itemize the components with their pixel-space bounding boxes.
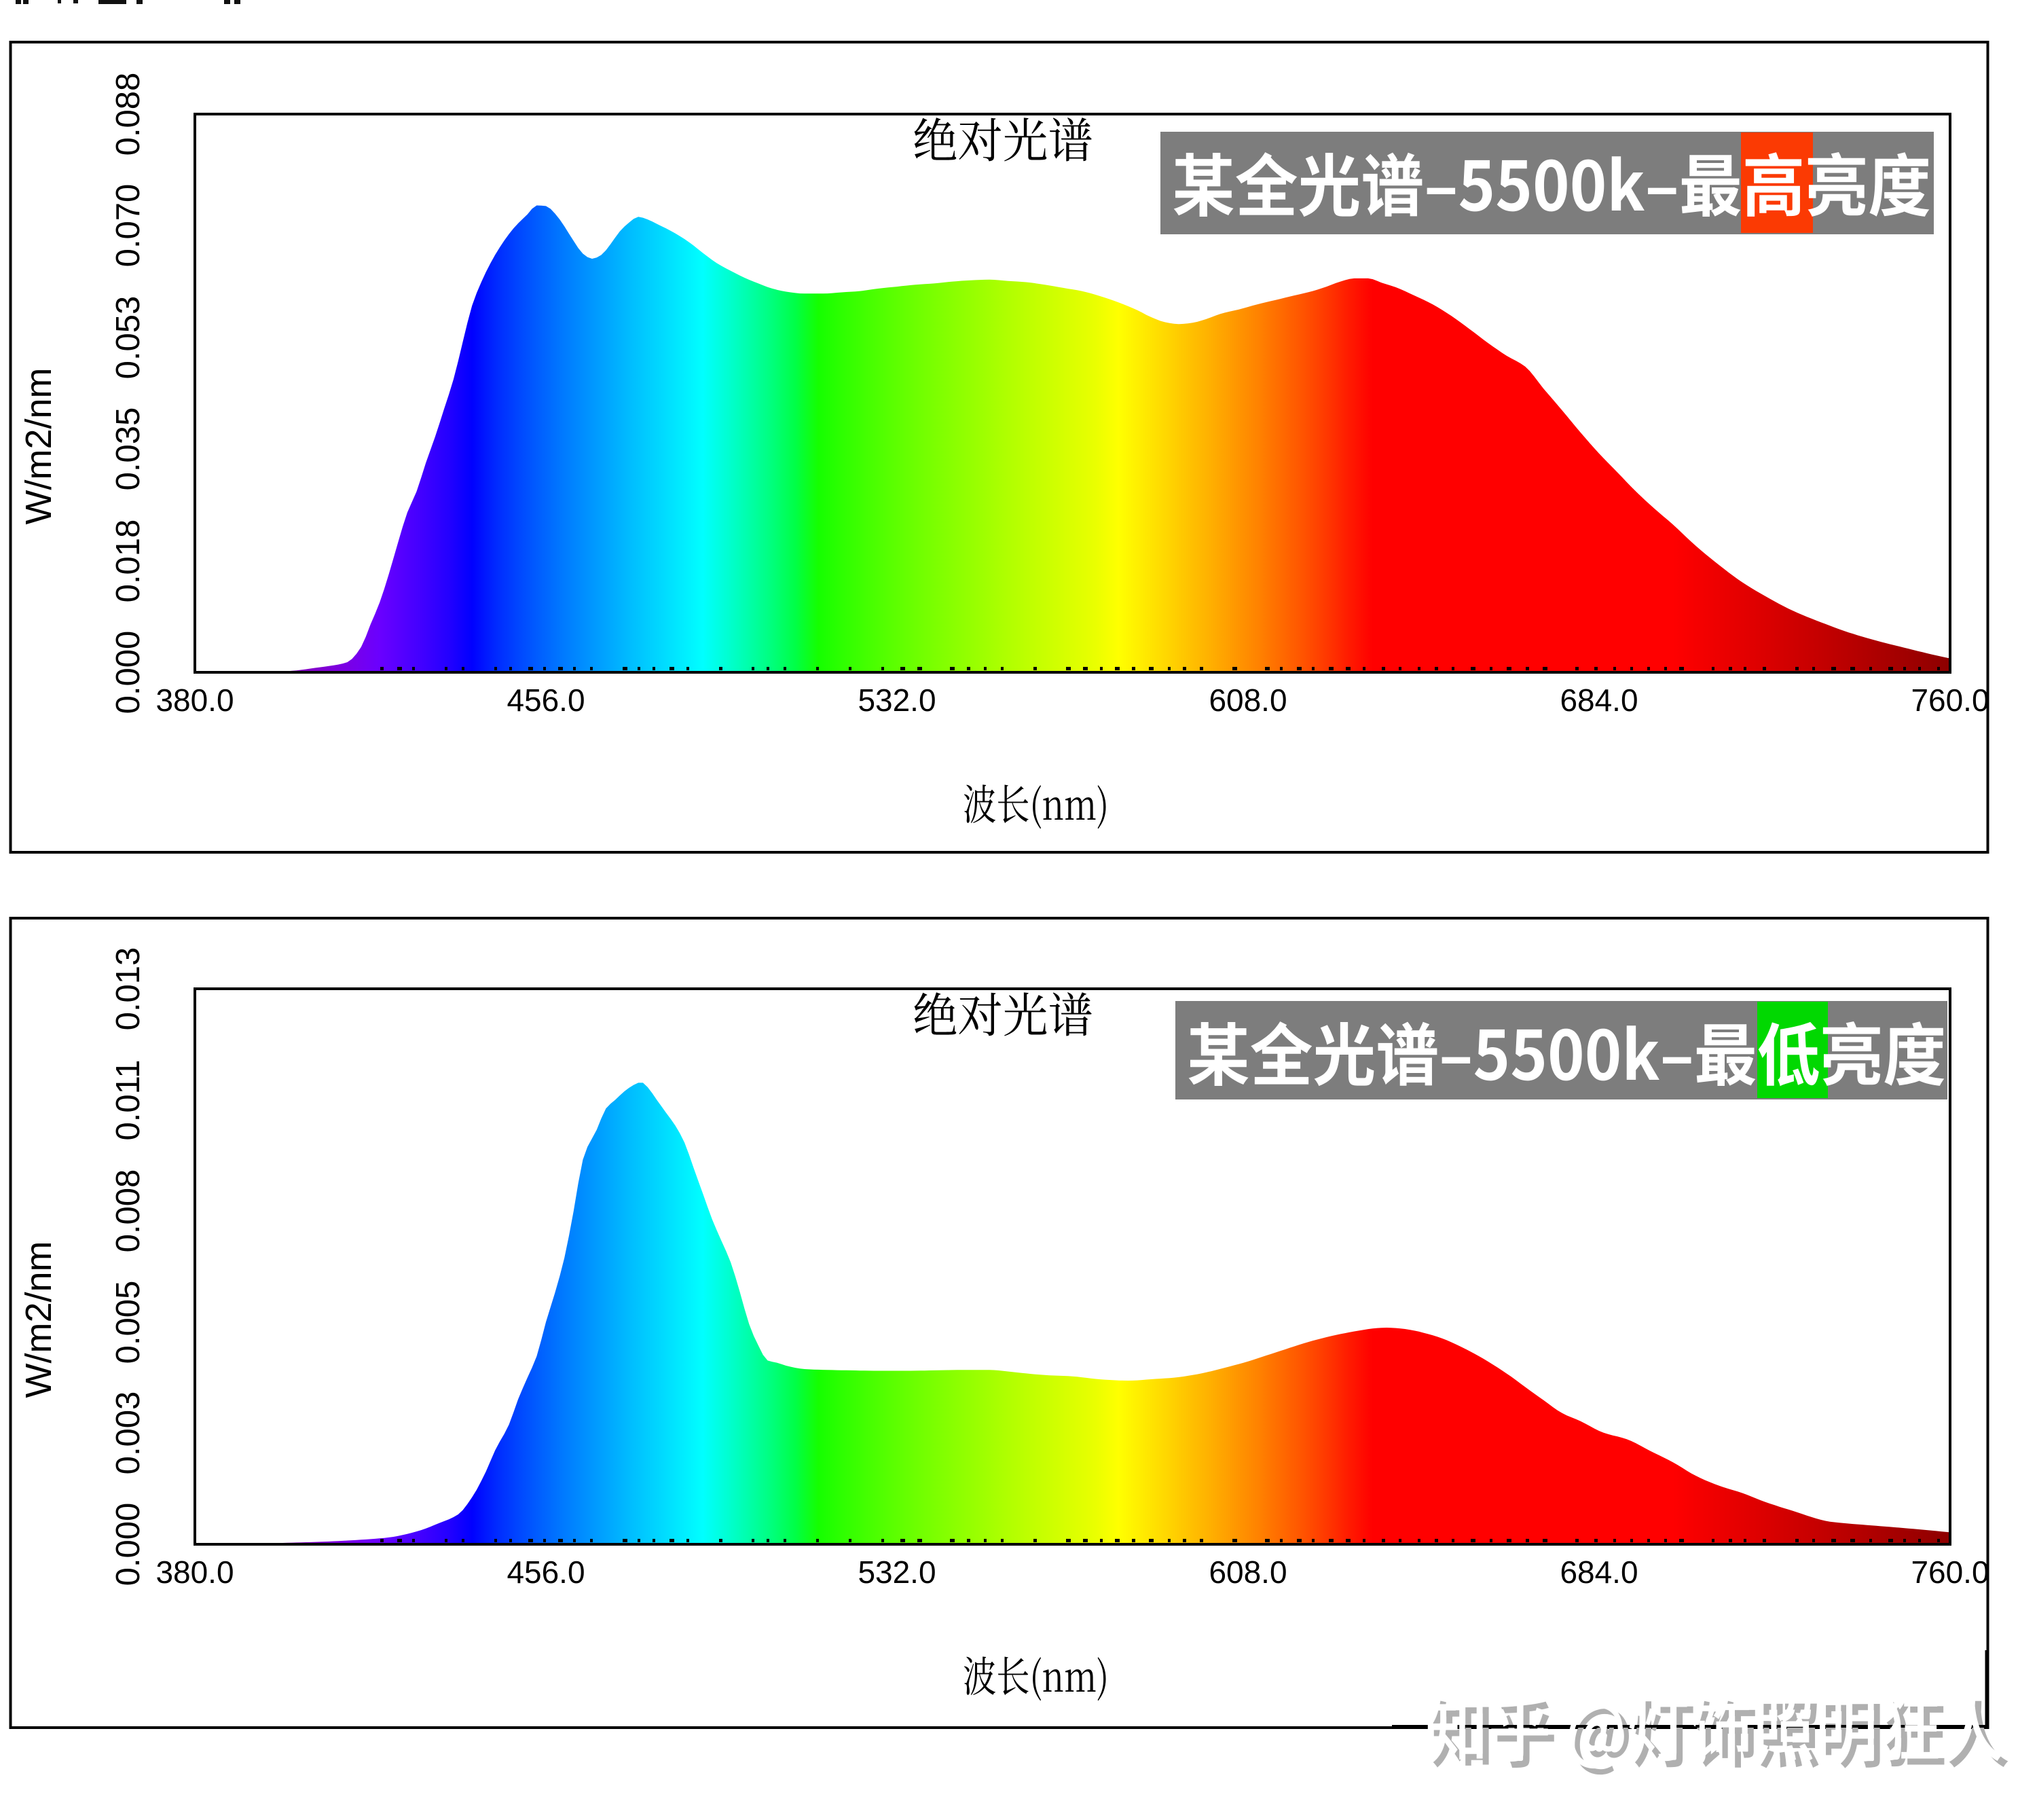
svg-text:0.035: 0.035 bbox=[110, 407, 147, 491]
svg-text:0.003: 0.003 bbox=[110, 1391, 147, 1475]
svg-text:532.0: 532.0 bbox=[858, 682, 936, 718]
svg-text:0.008: 0.008 bbox=[110, 1169, 147, 1253]
svg-text:0.005: 0.005 bbox=[110, 1281, 147, 1364]
svg-text:456.0: 456.0 bbox=[507, 682, 585, 718]
svg-text:0.000: 0.000 bbox=[110, 1503, 147, 1586]
svg-text:0.053: 0.053 bbox=[110, 296, 147, 380]
svg-text:380.0: 380.0 bbox=[155, 1554, 234, 1590]
svg-text:0.013: 0.013 bbox=[110, 947, 147, 1031]
svg-text:0.000: 0.000 bbox=[110, 631, 147, 714]
svg-text:684.0: 684.0 bbox=[1560, 1554, 1638, 1590]
svg-text:W/m2/nm: W/m2/nm bbox=[18, 1241, 59, 1398]
svg-text:380.0: 380.0 bbox=[155, 682, 234, 718]
svg-text:0.070: 0.070 bbox=[110, 184, 147, 268]
svg-text:608.0: 608.0 bbox=[1209, 1554, 1287, 1590]
svg-text:760.0: 760.0 bbox=[1911, 682, 1989, 718]
svg-text:608.0: 608.0 bbox=[1209, 682, 1287, 718]
svg-text:760.0: 760.0 bbox=[1911, 1554, 1989, 1590]
svg-text:456.0: 456.0 bbox=[507, 1554, 585, 1590]
svg-text:532.0: 532.0 bbox=[858, 1554, 936, 1590]
svg-text:684.0: 684.0 bbox=[1560, 682, 1638, 718]
svg-text:W/m2/nm: W/m2/nm bbox=[18, 367, 59, 524]
svg-text:0.088: 0.088 bbox=[110, 73, 147, 156]
svg-text:0.018: 0.018 bbox=[110, 520, 147, 603]
svg-text:0.011: 0.011 bbox=[110, 1060, 147, 1141]
